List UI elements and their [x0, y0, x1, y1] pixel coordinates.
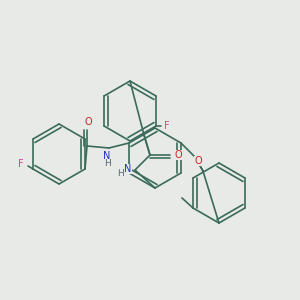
Text: N: N	[103, 151, 111, 161]
Text: H: H	[103, 160, 110, 169]
Text: O: O	[84, 117, 92, 127]
Text: O: O	[194, 156, 202, 166]
Text: N: N	[124, 164, 132, 174]
Text: O: O	[174, 150, 182, 160]
Text: H: H	[118, 169, 124, 178]
Text: F: F	[18, 159, 24, 169]
Text: F: F	[164, 121, 170, 131]
